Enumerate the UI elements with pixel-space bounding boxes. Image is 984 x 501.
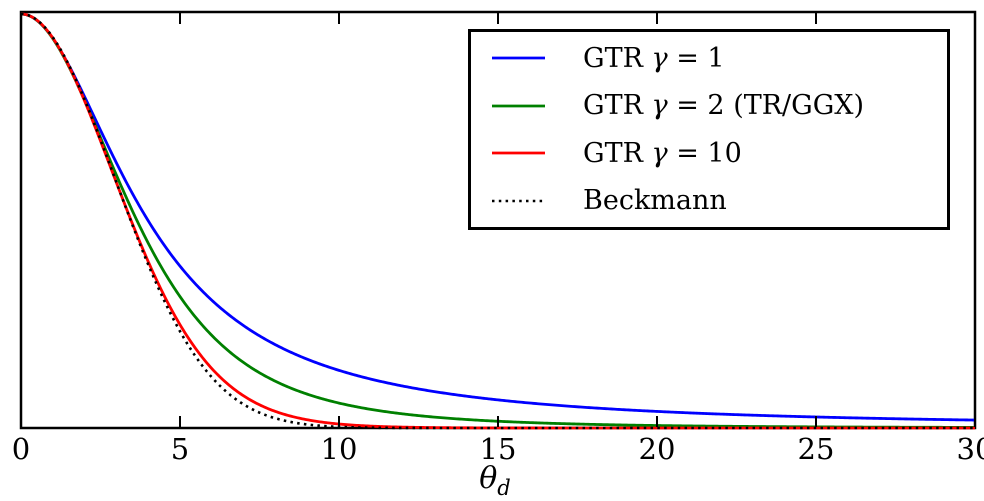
legend-item-gtr-gamma-2: GTR γ = 2 (TR/GGX) — [471, 83, 947, 129]
legend-label-gamma: γ — [651, 42, 668, 74]
x-tick-label: 25 — [798, 432, 835, 466]
legend-line-sample-beckmann — [492, 199, 545, 202]
x-axis-label: θd — [455, 461, 535, 499]
legend-label-gamma: γ — [651, 137, 668, 169]
curve-beckmann — [20, 12, 975, 430]
x-axis-label-sub: d — [497, 476, 511, 500]
legend-label-text: GTR — [583, 137, 652, 169]
x-tick-label: 30 — [957, 432, 984, 466]
legend-item-beckmann: Beckmann — [471, 178, 947, 224]
legend-line-sample-gtr-gamma-1 — [492, 56, 545, 60]
legend-label-text: = 10 — [667, 137, 742, 169]
legend-line-sample-gtr-gamma-10 — [492, 151, 545, 155]
legend-label: GTR γ = 1 — [583, 43, 725, 74]
legend-item-gtr-gamma-1: GTR γ = 1 — [471, 35, 947, 81]
legend-label: GTR γ = 2 (TR/GGX) — [583, 90, 864, 121]
legend-label-gamma: γ — [651, 90, 668, 122]
legend-label: Beckmann — [583, 185, 727, 216]
legend-label-text: = 2 (TR/GGX) — [667, 90, 865, 122]
legend-line-sample-gtr-gamma-2 — [492, 104, 545, 108]
legend-label: GTR γ = 10 — [583, 138, 742, 169]
legend-label-text: GTR — [583, 42, 652, 74]
x-tick-label: 20 — [639, 432, 676, 466]
legend-label-text: Beckmann — [583, 185, 727, 217]
x-tick-label: 5 — [171, 432, 189, 466]
legend-label-text: = 1 — [667, 42, 725, 74]
x-tick-label: 0 — [12, 432, 30, 466]
x-axis-label-theta: θ — [479, 461, 498, 496]
x-tick-label: 15 — [480, 432, 517, 466]
legend: GTR γ = 1 GTR γ = 2 (TR/GGX) GTR γ = 10 … — [468, 29, 950, 230]
legend-label-text: GTR — [583, 90, 652, 122]
x-tick-label: 10 — [321, 432, 358, 466]
legend-item-gtr-gamma-10: GTR γ = 10 — [471, 130, 947, 176]
